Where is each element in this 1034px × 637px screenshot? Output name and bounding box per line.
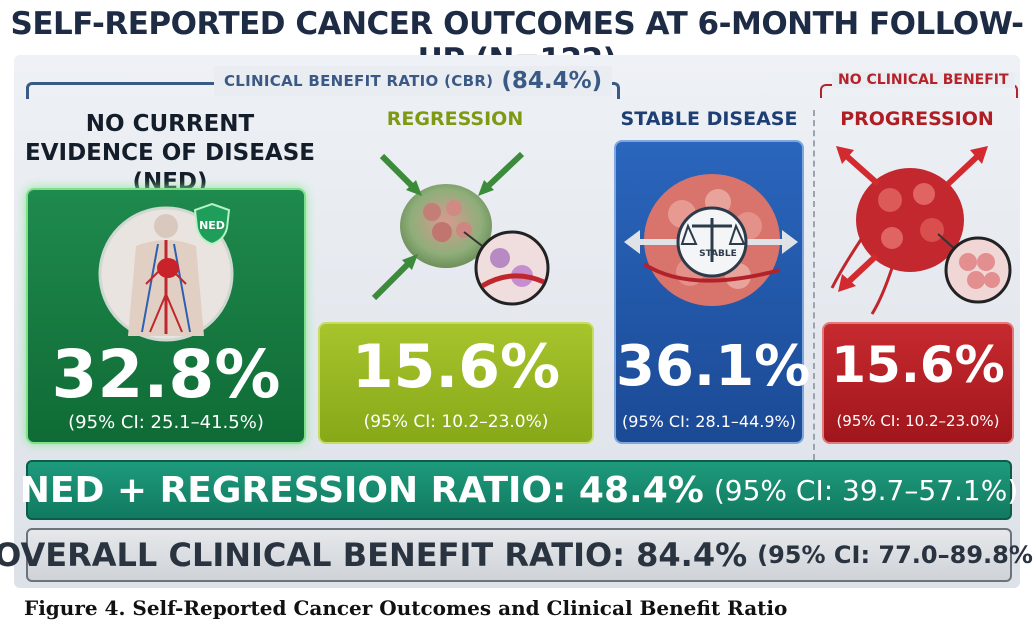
ned-regression-ratio-ci: (95% CI: 39.7–57.1%) [713, 473, 1019, 507]
overall-benefit-ratio-label: OVERALL CLINICAL BENEFIT RATIO: 84.4% [0, 536, 748, 574]
regression-label: REGRESSION [386, 108, 524, 130]
stable-label: STABLE DISEASE [620, 108, 798, 130]
progression-ci: (95% CI: 10.2–23.0%) [836, 412, 1000, 430]
progression-value: 15.6% [831, 336, 1005, 394]
ned-label: NO CURRENT EVIDENCE OF DISEASE (NED) [25, 111, 315, 195]
ned-ci: (95% CI: 25.1–41.5%) [68, 412, 264, 433]
overall-benefit-ratio-bar: OVERALL CLINICAL BENEFIT RATIO: 84.4% (9… [0, 528, 1034, 582]
stable-tumor-icon: STABLE [624, 174, 798, 306]
figure-caption: Figure 4. Self-Reported Cancer Outcomes … [24, 596, 788, 620]
stable-card: STABLE 36.1% (95% CI: 28.1–44.9%) [614, 140, 811, 444]
ned-value: 32.8% [51, 336, 281, 413]
group-divider [813, 110, 815, 460]
cbr-label-value: (84.4%) [501, 68, 603, 94]
regression-card: 15.6% (95% CI: 10.2–23.0%) [318, 322, 594, 444]
ned-shield-icon: NED [193, 202, 231, 246]
ned-regression-ratio-bar: NED + REGRESSION RATIO: 48.4% (95% CI: 3… [20, 460, 1018, 520]
progression-label: PROGRESSION [840, 108, 994, 130]
stable-value: 36.1% [616, 334, 811, 399]
stable-badge-text: STABLE [699, 249, 737, 259]
ned-badge-text: NED [199, 219, 225, 232]
cbr-label-text: CLINICAL BENEFIT RATIO (CBR) [224, 72, 494, 90]
stable-ci: (95% CI: 28.1–44.9%) [622, 412, 796, 431]
progression-tumor-icon [830, 146, 1012, 315]
regression-value: 15.6% [351, 332, 561, 402]
regression-tumor-icon [371, 151, 550, 306]
regression-ci: (95% CI: 10.2–23.0%) [363, 412, 549, 432]
no-benefit-label: NO CLINICAL BENEFIT [832, 72, 1015, 88]
ned-card: NED 32.8% (95% CI: 25.1–41.5%) [26, 188, 306, 444]
ned-regression-ratio-label: NED + REGRESSION RATIO: 48.4% [19, 469, 704, 511]
progression-card: 15.6% (95% CI: 10.2–23.0%) [822, 322, 1014, 444]
cbr-label: CLINICAL BENEFIT RATIO (CBR) (84.4%) [214, 66, 613, 96]
overall-benefit-ratio-ci: (95% CI: 77.0–89.8%) [757, 541, 1034, 569]
human-body-icon [98, 206, 234, 342]
